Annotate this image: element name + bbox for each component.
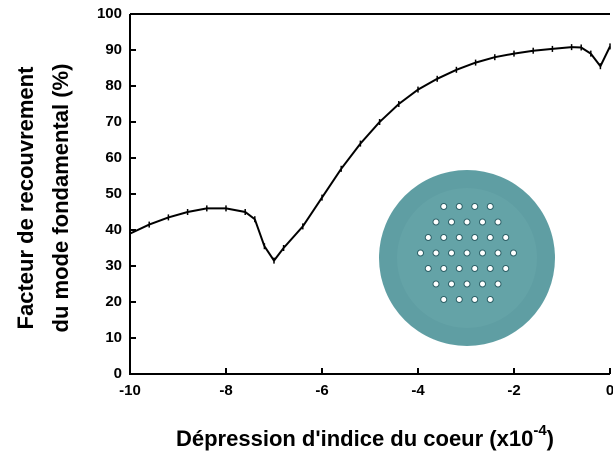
fiber-hole xyxy=(417,249,424,257)
x-axis-title-exponent: -4 xyxy=(533,422,547,439)
fiber-hole xyxy=(455,203,463,210)
y-tick-label: 80 xyxy=(105,77,122,94)
fiber-hole xyxy=(479,218,486,226)
fiber-hole xyxy=(471,296,479,303)
fiber-hole xyxy=(479,280,486,288)
fiber-hole xyxy=(440,296,448,303)
fiber-hole xyxy=(471,234,479,241)
fiber-hole xyxy=(494,280,502,288)
fiber-hole xyxy=(432,249,440,257)
x-tick-label: 0 xyxy=(606,382,613,399)
fiber-hole xyxy=(440,234,448,241)
fiber-hole xyxy=(471,203,479,210)
fiber-hole xyxy=(502,265,510,272)
fiber-hole xyxy=(494,249,502,257)
y-tick-label: 10 xyxy=(105,329,122,346)
fiber-core-region xyxy=(397,188,537,328)
fiber-hole xyxy=(448,280,455,288)
fiber-hole xyxy=(440,203,448,210)
fiber-hole xyxy=(455,234,463,241)
fiber-hole xyxy=(424,265,432,272)
fiber-hole xyxy=(455,296,463,303)
x-tick-label: -8 xyxy=(219,382,232,399)
fiber-hole xyxy=(440,265,448,272)
y-tick-label: 90 xyxy=(105,41,122,58)
x-axis-title: Dépression d'indice du coeur (x10-4) xyxy=(176,422,554,451)
y-axis-title-line: du mode fondamental (%) xyxy=(48,64,73,333)
fiber-hole xyxy=(479,249,486,257)
fiber-hole xyxy=(510,249,517,257)
fiber-hole xyxy=(486,234,494,241)
fiber-hole xyxy=(494,218,502,226)
fiber-hole xyxy=(432,218,440,226)
x-axis-title-text: ) xyxy=(547,426,554,451)
fiber-hole xyxy=(486,265,494,272)
fiber-inset xyxy=(379,170,555,346)
y-tick-label: 60 xyxy=(105,149,122,166)
x-axis-title-text: Dépression d'indice du coeur (x10 xyxy=(176,426,533,451)
fiber-hole xyxy=(502,234,510,241)
fiber-hole xyxy=(486,203,494,210)
fiber-hole xyxy=(463,218,471,226)
fiber-hole xyxy=(432,280,440,288)
fiber-hole xyxy=(424,234,432,241)
fiber-hole xyxy=(463,280,471,288)
y-tick-label: 100 xyxy=(97,5,122,22)
fiber-hole xyxy=(448,249,455,257)
y-axis-title: Facteur de recouvrement du mode fondamen… xyxy=(13,64,73,333)
fiber-hole xyxy=(471,265,479,272)
x-tick-label: -6 xyxy=(315,382,328,399)
y-tick-label: 30 xyxy=(105,257,122,274)
y-tick-label: 40 xyxy=(105,221,122,238)
fiber-hole xyxy=(448,218,455,226)
y-axis-title-line: Facteur de recouvrement xyxy=(13,66,38,330)
y-tick-label: 0 xyxy=(114,365,122,382)
fiber-hole xyxy=(486,296,494,303)
y-tick-label: 20 xyxy=(105,293,122,310)
y-tick-label: 50 xyxy=(105,185,122,202)
x-tick-label: -2 xyxy=(507,382,520,399)
fiber-hole xyxy=(463,249,471,257)
y-tick-label: 70 xyxy=(105,113,122,130)
x-tick-label: -4 xyxy=(411,382,425,399)
x-tick-label: -10 xyxy=(119,382,141,399)
plot-frame xyxy=(129,14,610,375)
fiber-hole xyxy=(455,265,463,272)
data-line xyxy=(129,45,611,263)
